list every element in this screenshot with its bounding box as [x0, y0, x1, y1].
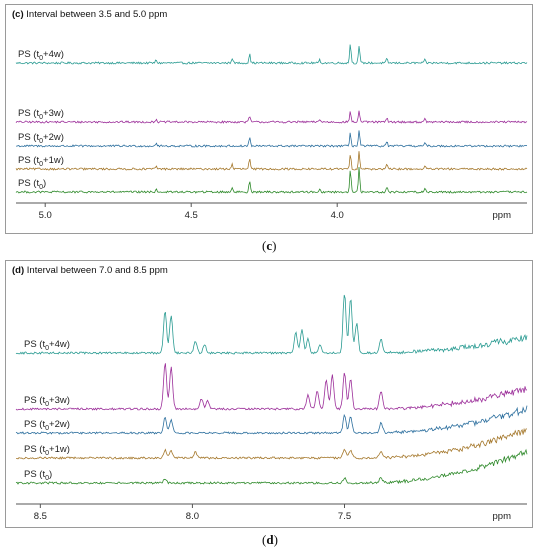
caption-c-letter: c: [266, 238, 273, 253]
x-tick-label: 4.5: [185, 210, 198, 221]
trace-label-tail: +2w): [43, 132, 64, 143]
spectrum-trace: [15, 363, 528, 411]
x-axis-label: ppm: [493, 511, 512, 522]
trace-label-subscript: 0: [39, 138, 43, 145]
trace-label-main: PS (t: [24, 339, 45, 350]
caption-d: (d): [262, 532, 278, 547]
x-tick-label: 8.5: [34, 511, 47, 522]
x-tick-label: 5.0: [39, 210, 52, 221]
trace-label-main: PS (t: [24, 469, 45, 480]
trace-label-main: PS (t: [18, 132, 39, 143]
trace-label-subscript: 0: [45, 425, 49, 432]
trace-label-subscript: 0: [39, 114, 43, 121]
panel-c-title-letter: (c): [12, 9, 24, 20]
spectrum-trace: [15, 448, 528, 485]
trace-label-tail: ): [49, 469, 52, 480]
x-axis-label: ppm: [493, 210, 512, 221]
trace-label-main: PS (t: [24, 419, 45, 430]
trace-label: PS (t0+2w): [18, 132, 64, 145]
spectrum-trace: [16, 130, 528, 148]
panel-d-title: (d) Interval between 7.0 and 8.5 ppm: [12, 265, 168, 276]
chart-panel-c: (c) Interval between 3.5 and 5.0 ppm 5.0…: [5, 4, 533, 234]
trace-label-tail: ): [43, 178, 46, 189]
x-tick-label: 7.5: [338, 511, 351, 522]
trace-label-main: PS (t: [18, 108, 39, 119]
spectrum-trace: [15, 166, 528, 194]
trace-label-tail: +1w): [43, 155, 64, 166]
trace-label: PS (t0+4w): [18, 49, 64, 62]
trace-label-subscript: 0: [45, 401, 49, 408]
trace-label-subscript: 0: [45, 450, 49, 457]
trace-label-tail: +2w): [49, 419, 70, 430]
trace-label: PS (t0+1w): [24, 444, 70, 457]
trace-label-tail: +3w): [49, 395, 70, 406]
caption-d-letter: d: [266, 532, 274, 547]
trace-label-subscript: 0: [45, 345, 49, 352]
trace-label: PS (t0+2w): [24, 419, 70, 432]
trace-label: PS (t0+1w): [18, 155, 64, 168]
trace-label: PS (t0+3w): [18, 108, 64, 121]
trace-label: PS (t0): [18, 178, 46, 191]
chart-panel-d: (d) Interval between 7.0 and 8.5 ppm 8.5…: [5, 260, 533, 528]
panel-d-title-text: Interval between 7.0 and 8.5 ppm: [26, 265, 168, 276]
trace-label-subscript: 0: [39, 184, 43, 191]
trace-label-tail: +4w): [43, 49, 64, 60]
trace-label: PS (t0+3w): [24, 395, 70, 408]
spectrum-trace: [15, 294, 528, 355]
caption-c: (c): [262, 238, 277, 253]
trace-label-main: PS (t: [18, 155, 39, 166]
x-tick-label: 8.0: [186, 511, 199, 522]
trace-label-main: PS (t: [24, 395, 45, 406]
trace-label: PS (t0): [24, 469, 52, 482]
spectrum-trace: [15, 110, 528, 124]
panel-c-title-text: Interval between 3.5 and 5.0 ppm: [26, 9, 168, 20]
spectrum-trace: [15, 405, 528, 435]
trace-label-subscript: 0: [39, 55, 43, 62]
trace-label-tail: +4w): [49, 339, 70, 350]
trace-label-main: PS (t: [18, 49, 39, 60]
trace-label-tail: +1w): [49, 444, 70, 455]
spectrum-trace: [16, 427, 528, 460]
trace-label-tail: +3w): [43, 108, 64, 119]
spectrum-trace: [15, 44, 528, 65]
panel-c-title: (c) Interval between 3.5 and 5.0 ppm: [12, 9, 167, 20]
spectrum-trace: [15, 151, 528, 171]
x-tick-label: 4.0: [331, 210, 344, 221]
trace-label-main: PS (t: [24, 444, 45, 455]
trace-label: PS (t0+4w): [24, 339, 70, 352]
panel-d-title-letter: (d): [12, 265, 25, 276]
trace-label-subscript: 0: [39, 161, 43, 168]
trace-label-subscript: 0: [45, 475, 49, 482]
trace-label-main: PS (t: [18, 178, 39, 189]
